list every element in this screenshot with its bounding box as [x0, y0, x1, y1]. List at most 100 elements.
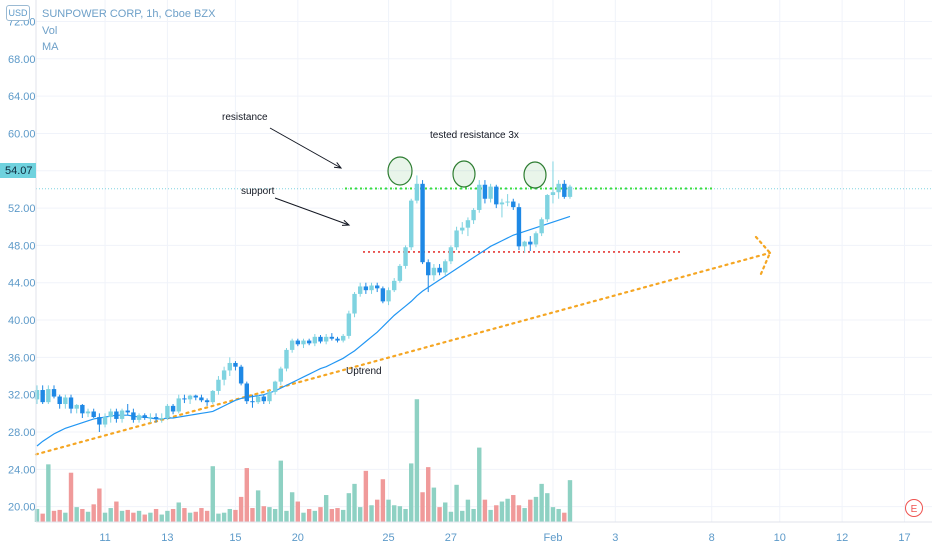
volume-bar	[221, 512, 227, 522]
candle-up	[159, 418, 164, 420]
volume-bar	[170, 508, 176, 522]
y-tick-label: 60.00	[8, 128, 36, 140]
x-tick-label: 11	[99, 532, 110, 544]
candle-up	[289, 340, 295, 350]
candle-up	[488, 186, 493, 199]
candle-up	[102, 417, 108, 425]
volume-bar	[204, 510, 210, 522]
candle-up	[108, 411, 113, 418]
resistance-arrow	[269, 127, 342, 169]
volume-bar	[159, 514, 164, 522]
annotation-arrows	[269, 127, 351, 226]
volume-bar	[142, 514, 147, 522]
candle-down	[295, 340, 301, 345]
volume-bar	[119, 510, 125, 522]
volume-bar	[431, 487, 437, 522]
candle-down	[420, 183, 425, 263]
candle-up	[477, 184, 482, 210]
volume-bar	[426, 467, 431, 522]
candle-up	[522, 241, 527, 247]
volume-bar	[216, 513, 221, 522]
candle-up	[397, 265, 403, 281]
earnings-badge[interactable]: E	[905, 499, 923, 517]
volume-bar	[74, 507, 79, 522]
volume-bar	[295, 501, 301, 522]
volume-bar	[57, 509, 62, 522]
volume-bar	[556, 508, 561, 522]
candle-up	[272, 381, 278, 392]
volume-bar	[409, 463, 414, 522]
candle-up	[278, 368, 284, 382]
volume-bar	[114, 501, 119, 522]
candle-up	[460, 227, 465, 231]
symbol-legend[interactable]: SUNPOWER CORP, 1h, Cboe BZX	[42, 8, 216, 20]
support-arrow	[274, 197, 350, 226]
candle-down	[170, 405, 176, 412]
volume-bar	[550, 507, 556, 522]
volume-bar	[131, 512, 136, 522]
candle-up	[46, 389, 51, 403]
earnings-badge-circle[interactable]	[905, 499, 923, 517]
candle-down	[250, 401, 255, 403]
volume-bar	[136, 510, 142, 522]
candle-up	[499, 202, 505, 205]
volume-bar	[335, 508, 340, 522]
volume-bar	[392, 505, 397, 522]
candle-up	[165, 405, 170, 419]
volume-bar	[448, 511, 454, 522]
volume-bar	[40, 513, 45, 522]
ma-polyline	[36, 215, 571, 447]
volume-bar	[516, 505, 522, 522]
candle-down	[375, 285, 380, 289]
volume-bar	[414, 399, 420, 522]
volume-bar	[306, 508, 312, 522]
candle-up	[187, 395, 193, 400]
volume-bar	[238, 496, 244, 522]
candle-down	[153, 417, 159, 419]
candle-up	[431, 267, 437, 276]
candle-down	[193, 395, 198, 398]
usd-badge[interactable]: USD	[6, 5, 30, 21]
volume-bar	[482, 499, 488, 522]
volume-bar	[357, 507, 363, 522]
vol-legend[interactable]: Vol	[42, 25, 58, 37]
volume-bar	[380, 479, 386, 522]
volume-bar	[63, 512, 68, 522]
resistance-test-circle	[523, 161, 547, 189]
ma-legend[interactable]: MA	[42, 41, 59, 53]
candle-up	[136, 415, 142, 420]
candle-up	[505, 201, 510, 203]
y-tick-label: 48.00	[8, 240, 36, 252]
y-tick-label: 36.00	[8, 352, 36, 364]
candle-up	[74, 404, 79, 409]
candle-up	[255, 396, 261, 403]
x-tick-label: 15	[229, 532, 241, 544]
candle-down	[51, 389, 57, 397]
candle-up	[369, 285, 374, 291]
candle-down	[494, 186, 499, 205]
candle-up	[85, 411, 91, 414]
volume-bar	[176, 502, 181, 522]
candle-up	[312, 336, 318, 344]
moving-average-line	[36, 215, 571, 447]
candle-up	[227, 362, 232, 371]
candle-up	[386, 290, 391, 302]
candle-down	[68, 397, 74, 409]
resistance-test-circles	[387, 156, 547, 189]
volume-bar	[227, 508, 232, 522]
candle-up	[34, 390, 40, 400]
price-badge-text: 54.07	[5, 165, 33, 177]
volume-bar	[397, 506, 403, 522]
volume-bar	[51, 510, 57, 522]
candle-down	[562, 183, 567, 197]
volume-bar	[375, 499, 380, 522]
candle-up	[448, 247, 454, 262]
volume-bar	[567, 480, 573, 522]
volume-bar	[494, 505, 499, 522]
candle-down	[380, 288, 386, 302]
candle-down	[97, 417, 102, 425]
volume-bar	[278, 460, 284, 522]
candle-down	[204, 400, 210, 403]
candle-up	[352, 293, 357, 314]
